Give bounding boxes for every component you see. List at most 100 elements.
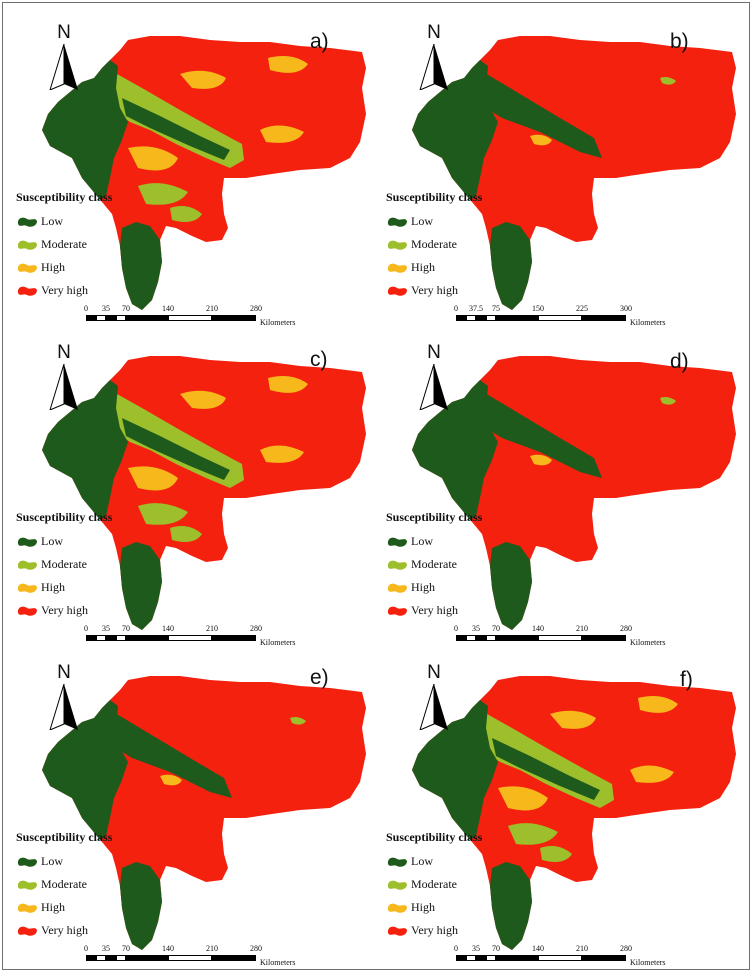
north-arrow: N [44,662,84,732]
scale-segment [496,955,538,961]
scale-bar: 0 35 70 140 210 280 Kilometers [84,944,386,970]
susceptibility-map-panel: d) N Susceptibility class Low Moderate High Ve… [380,338,750,658]
low-zone [122,98,230,160]
legend-swatch-icon [387,286,407,296]
legend-item-label: Moderate [41,877,87,891]
legend-item: Low [386,210,536,233]
legend-item-label: Very high [411,283,458,297]
scale-tick-label: 0 [454,624,458,633]
panel-letter: c) [310,348,328,371]
legend-item-label: Low [411,534,433,548]
scale-unit: Kilometers [630,958,666,967]
legend-swatch-icon [387,537,407,547]
legend-item: Moderate [16,873,166,896]
scale-segment [476,635,486,641]
legend-item: Moderate [386,233,536,256]
low-zone [412,700,498,840]
legend-item-label: Very high [41,603,88,617]
hazard-zone-patch [160,774,182,786]
legend-item-label: Very high [41,283,88,297]
low-zone [492,738,600,800]
susceptibility-map-panel: a) N Susceptibility class Low Moderate High Ve… [10,18,380,338]
scale-tick-label: 0 [454,944,458,953]
low-zone [490,542,532,630]
hazard-zone-patch [138,183,188,205]
scale-tick-label: 70 [122,944,130,953]
scale-segment [476,955,486,961]
legend-item-label: Very high [411,603,458,617]
legend: Susceptibility class Low Moderate High Very … [16,830,166,942]
scale-tick-label: 280 [620,624,632,633]
legend-item: Low [16,530,166,553]
scale-segment [126,315,168,321]
scale-segment [106,635,116,641]
scale-tick-label: 70 [492,624,500,633]
scale-tick-label: 35 [472,624,480,633]
low-zone [120,542,162,630]
hazard-zone-patch [508,823,558,845]
legend-swatch-icon [387,857,407,867]
legend-item-label: Very high [41,923,88,937]
scale-ticks: 0 35 70 140 210 280 [84,304,346,314]
map-regions [42,36,366,310]
low-zone [42,700,128,840]
scale-segment [86,315,96,321]
hazard-zone-patch [180,70,226,89]
north-arrow-icon [49,684,78,730]
scale-tick-label: 70 [122,304,130,313]
scale-bar: 0 35 70 140 210 280 Kilometers [84,624,386,650]
scale-segment [538,315,582,321]
legend-item: Moderate [16,233,166,256]
legend-item-label: High [411,260,435,274]
legend-item-label: Moderate [41,557,87,571]
hazard-zone-patch [550,710,596,729]
legend-swatch-icon [17,606,37,616]
scale-tick-label: 280 [250,624,262,633]
scale-segment [456,315,466,321]
north-arrow-icon [419,684,448,730]
north-arrow-icon [419,44,448,90]
scale-ticks: 0 35 70 140 210 280 [454,624,716,634]
legend-swatch-icon [17,240,37,250]
scale-tick-label: 75 [492,304,500,313]
legend-title: Susceptibility class [16,510,113,524]
scale-segment [582,635,626,641]
legend-item: Low [16,210,166,233]
legend-item: High [386,896,536,919]
susceptibility-map [412,36,736,310]
scale-tick-label: 210 [576,624,588,633]
scale-segment [476,315,486,321]
scale-segment [466,955,476,961]
legend-item-label: Low [41,854,63,868]
legend-swatch-icon [17,286,37,296]
legend-item-label: High [41,900,65,914]
susceptibility-map-panel: f) N Susceptibility class Low Moderate High Ve… [380,658,750,978]
legend-item-label: Low [411,214,433,228]
scale-bar: 0 35 70 140 210 280 Kilometers [454,944,754,970]
legend-swatch-icon [387,560,407,570]
legend-item: Low [386,530,536,553]
north-label: N [427,662,441,683]
low-zone [122,418,230,480]
scale-segment [116,635,126,641]
scale-segment [538,635,582,641]
scale-segment [96,955,106,961]
legend-item: Very high [16,919,166,942]
scale-tick-label: 210 [206,944,218,953]
panel-letter: e) [310,666,329,689]
legend-item: High [16,256,166,279]
legend-item-label: Low [41,534,63,548]
scale-tick-label: 35 [102,624,110,633]
legend-item-label: High [41,580,65,594]
scale-tick-label: 140 [532,624,544,633]
scale-segment [486,955,496,961]
legend-item-label: High [41,260,65,274]
panel-letter: f) [680,668,693,691]
hazard-zone-patch [260,125,304,143]
legend-swatch-icon [17,560,37,570]
legend: Susceptibility class Low Moderate High Very … [16,190,166,302]
legend: Susceptibility class Low Moderate High Very … [386,510,536,622]
scale-segment [212,315,256,321]
legend-swatch-icon [17,263,37,273]
scale-tick-label: 0 [84,624,88,633]
